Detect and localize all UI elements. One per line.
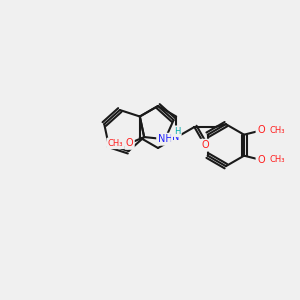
Text: CH₃: CH₃	[269, 126, 285, 135]
Text: O: O	[201, 140, 209, 150]
Text: O: O	[257, 155, 265, 165]
Text: H: H	[174, 127, 180, 136]
Text: O: O	[257, 125, 265, 136]
Text: CH₃: CH₃	[108, 139, 123, 148]
Text: CH₃: CH₃	[269, 155, 285, 164]
Text: N: N	[172, 133, 180, 142]
Text: O: O	[126, 138, 133, 148]
Text: NH: NH	[158, 134, 172, 144]
